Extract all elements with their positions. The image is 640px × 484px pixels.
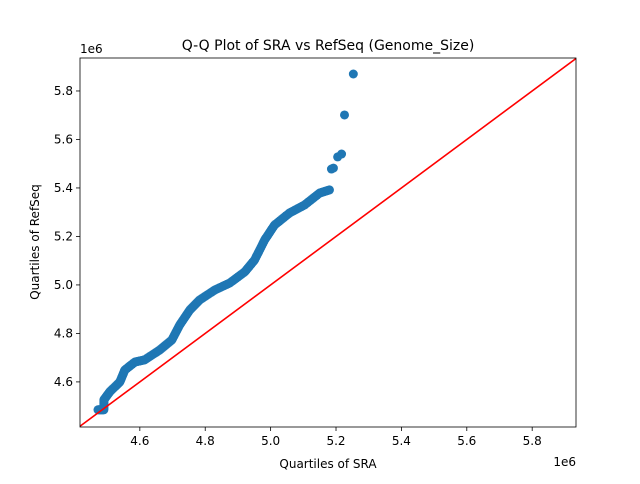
data-point	[130, 357, 140, 367]
data-point	[337, 149, 347, 159]
data-point	[225, 278, 235, 288]
y-tick-label: 4.8	[54, 326, 73, 340]
x-tick-label: 5.2	[326, 434, 345, 448]
y-offset-label: 1e6	[80, 42, 103, 56]
data-point	[175, 320, 185, 330]
y-tick-label: 5.8	[54, 84, 73, 98]
data-point	[167, 335, 177, 345]
data-point	[260, 235, 270, 245]
data-point	[115, 377, 125, 387]
x-offset-label: 1e6	[553, 455, 576, 469]
y-tick-label: 5.2	[54, 229, 73, 243]
y-tick-label: 5.4	[54, 181, 73, 195]
data-point	[99, 395, 109, 405]
x-axis-label: Quartiles of SRA	[279, 457, 377, 471]
reference-line	[80, 58, 576, 427]
data-point	[348, 69, 358, 79]
data-point	[185, 305, 195, 315]
x-tick-label: 5.4	[392, 434, 411, 448]
data-point	[300, 200, 310, 210]
data-point	[105, 387, 115, 397]
data-point	[270, 220, 280, 230]
data-point	[210, 285, 220, 295]
data-point	[240, 267, 250, 277]
y-tick-label: 4.6	[54, 375, 73, 389]
data-point	[328, 163, 338, 173]
data-point	[195, 295, 205, 305]
data-point	[315, 188, 325, 198]
data-point	[340, 110, 350, 120]
axes-frame	[79, 57, 577, 428]
x-tick-label: 5.6	[457, 434, 476, 448]
data-point	[140, 355, 150, 365]
data-point	[120, 365, 130, 375]
y-tick-label: 5.6	[54, 132, 73, 146]
x-tick-label: 5.0	[261, 434, 280, 448]
data-point	[285, 208, 295, 218]
x-tick-label: 5.8	[523, 434, 542, 448]
y-axis-label: Quartiles of RefSeq	[28, 184, 42, 300]
chart-title: Q-Q Plot of SRA vs RefSeq (Genome_Size)	[182, 38, 475, 54]
data-point	[155, 345, 165, 355]
x-tick-label: 4.8	[196, 434, 215, 448]
y-tick-label: 5.0	[54, 278, 73, 292]
data-point	[250, 255, 260, 265]
x-tick-label: 4.6	[130, 434, 149, 448]
data-point	[324, 185, 334, 195]
